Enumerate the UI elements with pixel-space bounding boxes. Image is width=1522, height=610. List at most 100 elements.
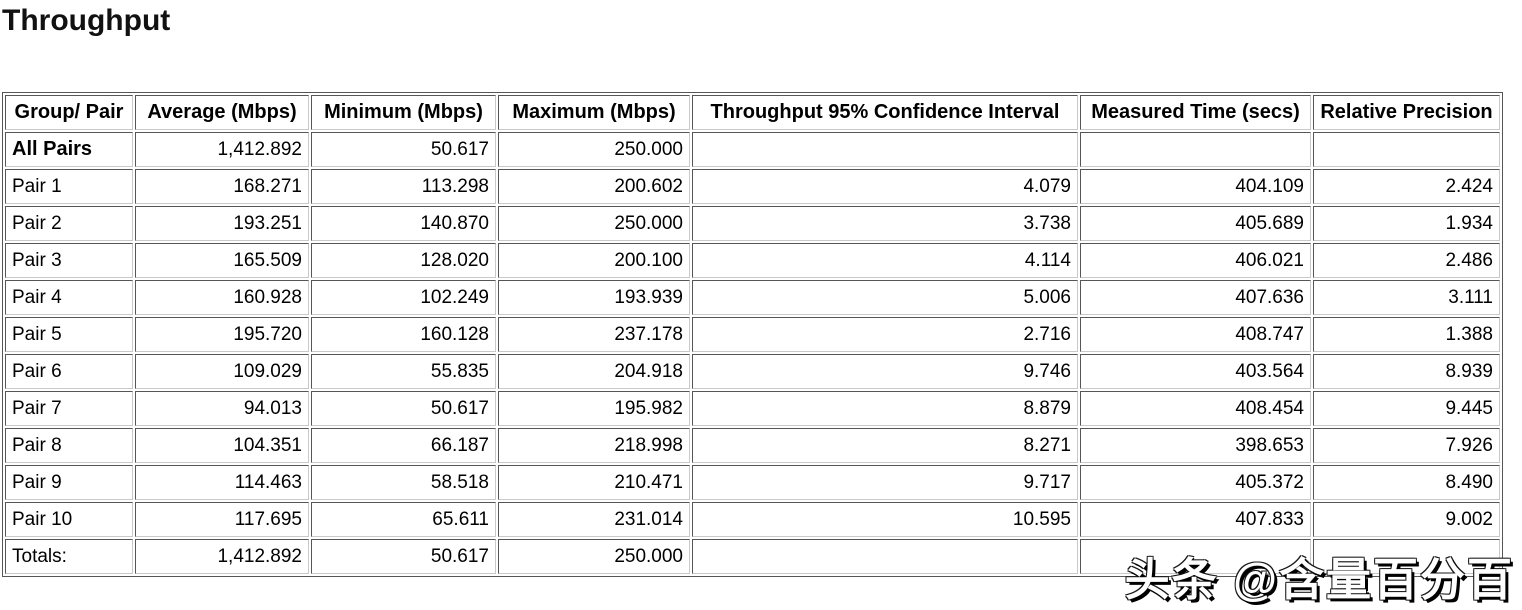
cell-value: 114.463 <box>135 465 309 500</box>
cell-value: 1.388 <box>1313 317 1500 352</box>
throughput-table: Group/ Pair Average (Mbps) Minimum (Mbps) M… <box>2 92 1503 577</box>
cell-value: 237.178 <box>498 317 690 352</box>
cell-value: 405.372 <box>1080 465 1311 500</box>
cell-value: 8.939 <box>1313 354 1500 389</box>
row-label: Pair 6 <box>5 354 133 389</box>
cell-value: 1.934 <box>1313 206 1500 241</box>
table-row: Totals: 1,412.892 50.617 250.000 <box>5 539 1500 574</box>
cell-value: 66.187 <box>311 428 496 463</box>
page-title: Throughput <box>2 4 171 37</box>
row-label: Pair 2 <box>5 206 133 241</box>
column-header-6: Relative Precision <box>1313 95 1500 130</box>
row-label: Pair 5 <box>5 317 133 352</box>
row-label: Pair 7 <box>5 391 133 426</box>
cell-value: 404.109 <box>1080 169 1311 204</box>
cell-value: 9.445 <box>1313 391 1500 426</box>
cell-value: 398.653 <box>1080 428 1311 463</box>
cell-value: 1,412.892 <box>135 539 309 574</box>
cell-value: 8.490 <box>1313 465 1500 500</box>
cell-value: 405.689 <box>1080 206 1311 241</box>
row-label: Pair 4 <box>5 280 133 315</box>
cell-value: 250.000 <box>498 206 690 241</box>
column-header-3: Maximum (Mbps) <box>498 95 690 130</box>
cell-value: 58.518 <box>311 465 496 500</box>
cell-value: 218.998 <box>498 428 690 463</box>
cell-value: 200.602 <box>498 169 690 204</box>
cell-value: 195.720 <box>135 317 309 352</box>
table-row: All Pairs 1,412.892 50.617 250.000 <box>5 132 1500 167</box>
cell-value: 250.000 <box>498 539 690 574</box>
cell-value: 50.617 <box>311 391 496 426</box>
cell-value: 65.611 <box>311 502 496 537</box>
table-row: Pair 6 109.029 55.835 204.918 9.746 403.564 8.… <box>5 354 1500 389</box>
cell-value <box>1313 539 1500 574</box>
row-label: Pair 3 <box>5 243 133 278</box>
cell-value: 204.918 <box>498 354 690 389</box>
cell-value: 193.251 <box>135 206 309 241</box>
table-row: Pair 4 160.928 102.249 193.939 5.006 407.636 3… <box>5 280 1500 315</box>
cell-value: 3.111 <box>1313 280 1500 315</box>
cell-value: 9.746 <box>692 354 1078 389</box>
cell-value: 160.928 <box>135 280 309 315</box>
cell-value: 94.013 <box>135 391 309 426</box>
row-label: Pair 9 <box>5 465 133 500</box>
column-header-4: Throughput 95% Confidence Interval <box>692 95 1078 130</box>
column-header-1: Average (Mbps) <box>135 95 309 130</box>
cell-value: 193.939 <box>498 280 690 315</box>
column-header-0: Group/ Pair <box>5 95 133 130</box>
cell-value: 117.695 <box>135 502 309 537</box>
cell-value: 9.717 <box>692 465 1078 500</box>
cell-value: 10.595 <box>692 502 1078 537</box>
cell-value: 50.617 <box>311 539 496 574</box>
row-label: Pair 10 <box>5 502 133 537</box>
cell-value: 200.100 <box>498 243 690 278</box>
cell-value: 9.002 <box>1313 502 1500 537</box>
cell-value: 109.029 <box>135 354 309 389</box>
cell-value: 168.271 <box>135 169 309 204</box>
cell-value: 8.879 <box>692 391 1078 426</box>
cell-value: 407.636 <box>1080 280 1311 315</box>
cell-value: 4.079 <box>692 169 1078 204</box>
cell-value: 2.716 <box>692 317 1078 352</box>
cell-value: 102.249 <box>311 280 496 315</box>
table-row: Pair 2 193.251 140.870 250.000 3.738 405.689 1… <box>5 206 1500 241</box>
table-row: Pair 8 104.351 66.187 218.998 8.271 398.653 7.… <box>5 428 1500 463</box>
cell-value: 113.298 <box>311 169 496 204</box>
cell-value: 160.128 <box>311 317 496 352</box>
table-row: Pair 9 114.463 58.518 210.471 9.717 405.372 8.… <box>5 465 1500 500</box>
row-label: Pair 8 <box>5 428 133 463</box>
cell-value <box>692 539 1078 574</box>
cell-value: 8.271 <box>692 428 1078 463</box>
cell-value: 128.020 <box>311 243 496 278</box>
cell-value: 406.021 <box>1080 243 1311 278</box>
cell-value: 195.982 <box>498 391 690 426</box>
cell-value: 403.564 <box>1080 354 1311 389</box>
cell-value: 55.835 <box>311 354 496 389</box>
row-label: Totals: <box>5 539 133 574</box>
cell-value <box>1080 132 1311 167</box>
cell-value: 3.738 <box>692 206 1078 241</box>
row-label: All Pairs <box>5 132 133 167</box>
cell-value: 4.114 <box>692 243 1078 278</box>
column-header-2: Minimum (Mbps) <box>311 95 496 130</box>
table-header-row: Group/ Pair Average (Mbps) Minimum (Mbps) M… <box>5 95 1500 130</box>
cell-value: 408.454 <box>1080 391 1311 426</box>
table-body: All Pairs 1,412.892 50.617 250.000 Pair 1 168… <box>5 132 1500 574</box>
table-row: Pair 3 165.509 128.020 200.100 4.114 406.021 2… <box>5 243 1500 278</box>
cell-value: 1,412.892 <box>135 132 309 167</box>
cell-value: 7.926 <box>1313 428 1500 463</box>
cell-value: 407.833 <box>1080 502 1311 537</box>
cell-value: 50.617 <box>311 132 496 167</box>
table-row: Pair 5 195.720 160.128 237.178 2.716 408.747 1… <box>5 317 1500 352</box>
cell-value <box>1313 132 1500 167</box>
watermark: 头条 @含量百分百 <box>1124 554 1514 605</box>
cell-value <box>1080 539 1311 574</box>
cell-value: 104.351 <box>135 428 309 463</box>
cell-value: 165.509 <box>135 243 309 278</box>
column-header-5: Measured Time (secs) <box>1080 95 1311 130</box>
cell-value: 250.000 <box>498 132 690 167</box>
table-row: Pair 7 94.013 50.617 195.982 8.879 408.454 9.4… <box>5 391 1500 426</box>
cell-value: 210.471 <box>498 465 690 500</box>
cell-value: 231.014 <box>498 502 690 537</box>
row-label: Pair 1 <box>5 169 133 204</box>
